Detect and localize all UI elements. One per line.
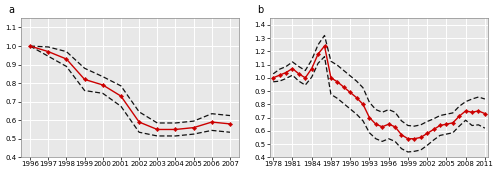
Text: b: b — [257, 5, 263, 15]
Text: a: a — [8, 5, 14, 15]
